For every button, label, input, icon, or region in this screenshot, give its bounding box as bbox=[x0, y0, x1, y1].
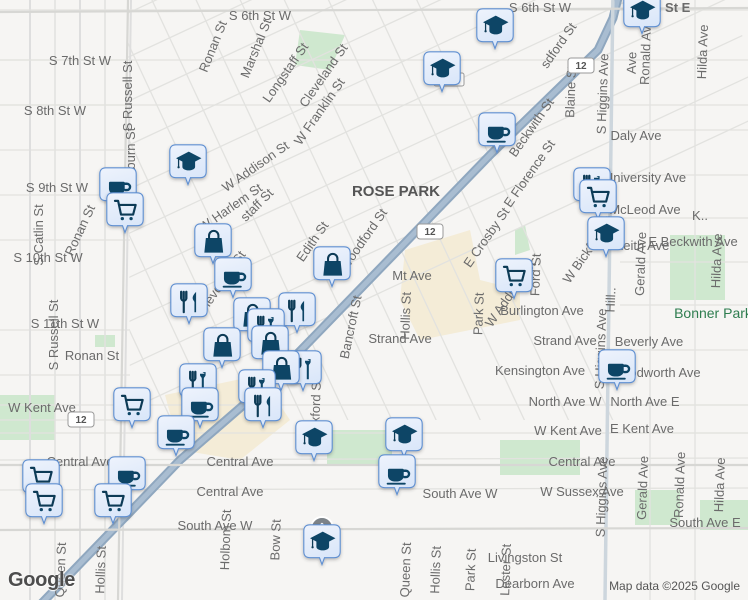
svg-text:W Kent Ave: W Kent Ave bbox=[534, 423, 602, 438]
svg-text:Hilda Ave: Hilda Ave bbox=[708, 233, 725, 288]
svg-text:odworth Ave: odworth Ave bbox=[629, 365, 700, 380]
svg-text:S Russell St: S Russell St bbox=[120, 60, 135, 131]
svg-text:S Higgins Ave: S Higgins Ave bbox=[594, 53, 612, 134]
svg-text:Kensington Ave: Kensington Ave bbox=[495, 363, 585, 378]
svg-text:Bonner Park: Bonner Park bbox=[674, 305, 748, 321]
svg-text:South Ave W: South Ave W bbox=[423, 486, 499, 501]
svg-text:South Ave W: South Ave W bbox=[178, 518, 254, 533]
svg-text:Dearborn Ave: Dearborn Ave bbox=[495, 576, 574, 591]
svg-text:Strand Ave: Strand Ave bbox=[368, 331, 431, 346]
svg-text:North Ave W: North Ave W bbox=[529, 394, 602, 409]
svg-text:Queen St: Queen St bbox=[397, 542, 414, 598]
svg-text:Gerald Ave: Gerald Ave bbox=[634, 456, 651, 521]
svg-text:Strand Ave: Strand Ave bbox=[533, 333, 596, 348]
svg-text:S 6th St W: S 6th St W bbox=[509, 0, 572, 15]
svg-text:Ronald Ave: Ronald Ave bbox=[637, 18, 654, 85]
svg-text:12: 12 bbox=[75, 415, 87, 426]
svg-text:S Catlin St: S Catlin St bbox=[31, 204, 46, 266]
svg-text:McLeod Ave: McLeod Ave bbox=[609, 202, 680, 217]
svg-text:E Kent Ave: E Kent Ave bbox=[610, 421, 674, 436]
svg-text:Central Ave: Central Ave bbox=[207, 454, 274, 469]
svg-text:12: 12 bbox=[424, 227, 436, 238]
svg-text:W Sussex Ave: W Sussex Ave bbox=[540, 484, 624, 499]
svg-text:12: 12 bbox=[575, 61, 587, 72]
svg-text:South Ave E: South Ave E bbox=[669, 515, 741, 530]
svg-text:University Ave: University Ave bbox=[604, 170, 686, 185]
svg-text:Burlington Ave: Burlington Ave bbox=[500, 303, 584, 318]
svg-text:S 8th St W: S 8th St W bbox=[24, 103, 87, 118]
svg-text:Bow St: Bow St bbox=[267, 519, 283, 561]
svg-text:Hilda Ave: Hilda Ave bbox=[711, 457, 728, 512]
svg-text:W Kent Ave: W Kent Ave bbox=[8, 400, 76, 415]
svg-text:Daly Ave: Daly Ave bbox=[610, 128, 661, 143]
svg-text:Beverly Ave: Beverly Ave bbox=[615, 334, 683, 349]
svg-text:S Russell St: S Russell St bbox=[46, 299, 61, 370]
svg-text:Park St: Park St bbox=[462, 548, 478, 592]
svg-text:K..: K.. bbox=[692, 208, 708, 223]
svg-text:Hollis St: Hollis St bbox=[427, 545, 444, 594]
svg-text:North Ave E: North Ave E bbox=[610, 394, 679, 409]
svg-text:S Higgins Ave: S Higgins Ave bbox=[593, 456, 611, 537]
svg-text:Mt Ave: Mt Ave bbox=[392, 268, 432, 283]
svg-text:Hilda Ave: Hilda Ave bbox=[694, 24, 711, 79]
svg-text:S 11th St W: S 11th St W bbox=[31, 316, 100, 331]
svg-text:S 7th St W: S 7th St W bbox=[49, 53, 112, 68]
svg-text:Ronald Ave: Ronald Ave bbox=[671, 451, 688, 518]
svg-text:Central Ave: Central Ave bbox=[197, 484, 264, 499]
svg-text:Hollis St: Hollis St bbox=[92, 545, 109, 594]
svg-text:Gerald Ave: Gerald Ave bbox=[632, 232, 649, 297]
svg-text:Holbom St: Holbom St bbox=[217, 509, 234, 571]
svg-text:S 9th St W: S 9th St W bbox=[26, 180, 89, 195]
svg-text:Ronan St: Ronan St bbox=[65, 348, 120, 363]
svg-text:Livingston St: Livingston St bbox=[488, 550, 563, 565]
svg-text:Park St: Park St bbox=[470, 292, 486, 336]
svg-text:ROSE PARK: ROSE PARK bbox=[352, 183, 440, 200]
